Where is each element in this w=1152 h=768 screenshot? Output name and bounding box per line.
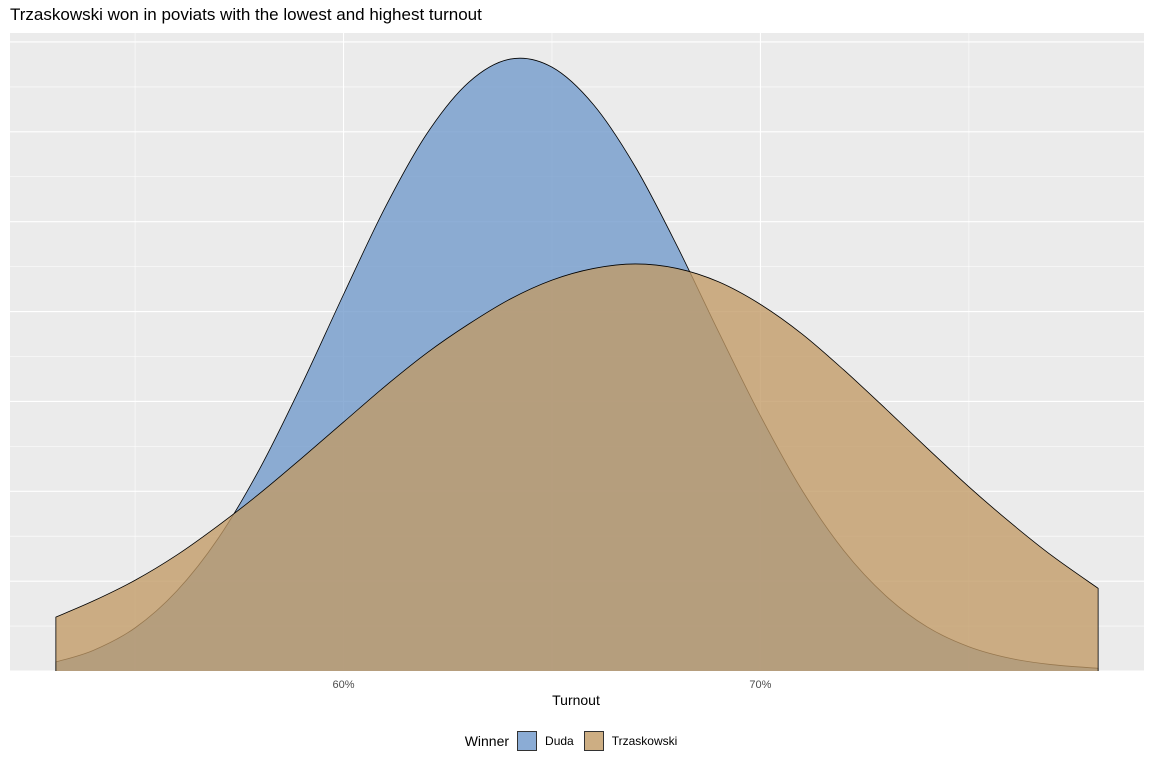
- legend-item-duda: Duda: [517, 731, 574, 751]
- legend-label-trzaskowski: Trzaskowski: [611, 734, 678, 748]
- chart-title: Trzaskowski won in poviats with the lowe…: [10, 5, 482, 24]
- x-axis-label: Turnout: [552, 692, 600, 708]
- density-area-trzaskowski: [55, 263, 1099, 671]
- legend-key-duda: [517, 731, 538, 751]
- legend-key-trzaskowski: [583, 731, 604, 751]
- x-axis-ticks: 60% 70%: [333, 679, 772, 691]
- x-tick-label: 60%: [333, 679, 355, 691]
- legend-item-trzaskowski: Trzaskowski: [583, 731, 678, 751]
- x-tick-label: 70%: [749, 679, 771, 691]
- legend: Winner Duda Trzaskowski: [0, 731, 1152, 751]
- legend-label-duda: Duda: [545, 734, 574, 748]
- series-layer: [55, 57, 1099, 672]
- density-outline-trzaskowski: [55, 263, 1099, 671]
- legend-title: Winner: [464, 733, 510, 749]
